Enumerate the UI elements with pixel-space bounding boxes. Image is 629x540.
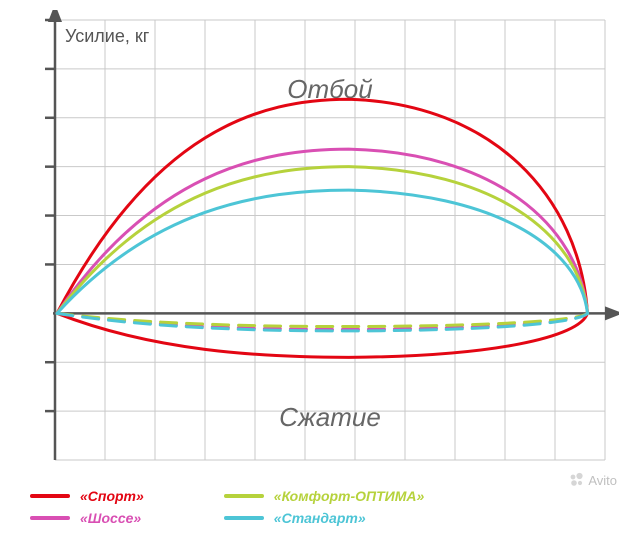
legend-item-sport: «Спорт» <box>30 488 144 504</box>
legend-label: «Комфорт-ОПТИМА» <box>274 488 425 504</box>
legend-swatch <box>30 494 70 498</box>
legend-col-2: «Комфорт-ОПТИМА» «Стандарт» <box>224 488 425 526</box>
svg-text:Усилие, кг: Усилие, кг <box>65 26 150 46</box>
watermark: Avito <box>569 472 617 488</box>
svg-text:Сжатие: Сжатие <box>279 402 381 432</box>
legend-label: «Шоссе» <box>80 510 141 526</box>
legend-item-shosse: «Шоссе» <box>30 510 144 526</box>
legend-item-standart: «Стандарт» <box>224 510 425 526</box>
legend-item-komfort: «Комфорт-ОПТИМА» <box>224 488 425 504</box>
legend: «Спорт» «Шоссе» «Комфорт-ОПТИМА» «Станда… <box>30 488 424 526</box>
legend-swatch <box>224 516 264 520</box>
legend-swatch <box>224 494 264 498</box>
chart-svg: Усилие, кгОтбойСжатие <box>10 10 619 480</box>
watermark-text: Avito <box>588 473 617 488</box>
legend-label: «Стандарт» <box>274 510 366 526</box>
damper-chart: Усилие, кгОтбойСжатие <box>10 10 619 480</box>
legend-swatch <box>30 516 70 520</box>
legend-label: «Спорт» <box>80 488 144 504</box>
legend-col-1: «Спорт» «Шоссе» <box>30 488 144 526</box>
watermark-icon <box>569 472 585 488</box>
